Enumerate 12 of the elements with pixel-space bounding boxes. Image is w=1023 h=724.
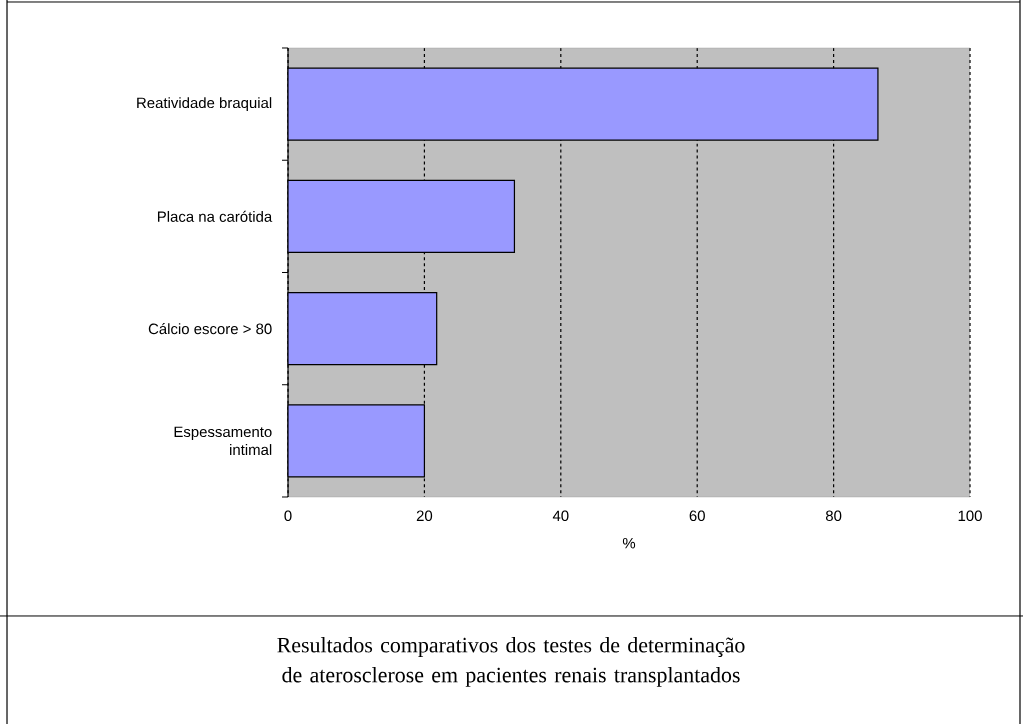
x-tick-label: 60 (689, 510, 705, 522)
y-tick-label: Reatividade braquial (137, 97, 272, 112)
y-tick-label: Placa na carótida (157, 210, 273, 222)
y-tick-label: Cálcio escore > 80 (148, 323, 272, 335)
x-tick-label: 20 (416, 510, 433, 522)
x-tick-label: 0 (284, 510, 292, 522)
x-tick-label: 40 (552, 510, 569, 522)
y-tick-label: Espessamento intimal (174, 426, 272, 456)
x-axis-title: % (622, 537, 636, 549)
x-tick-label: 80 (825, 510, 842, 522)
x-tick-label: 100 (958, 510, 982, 522)
text: Resultados comparativos dos testes de determinação de aterosclerose em pacientes renais transplantados (277, 637, 745, 687)
